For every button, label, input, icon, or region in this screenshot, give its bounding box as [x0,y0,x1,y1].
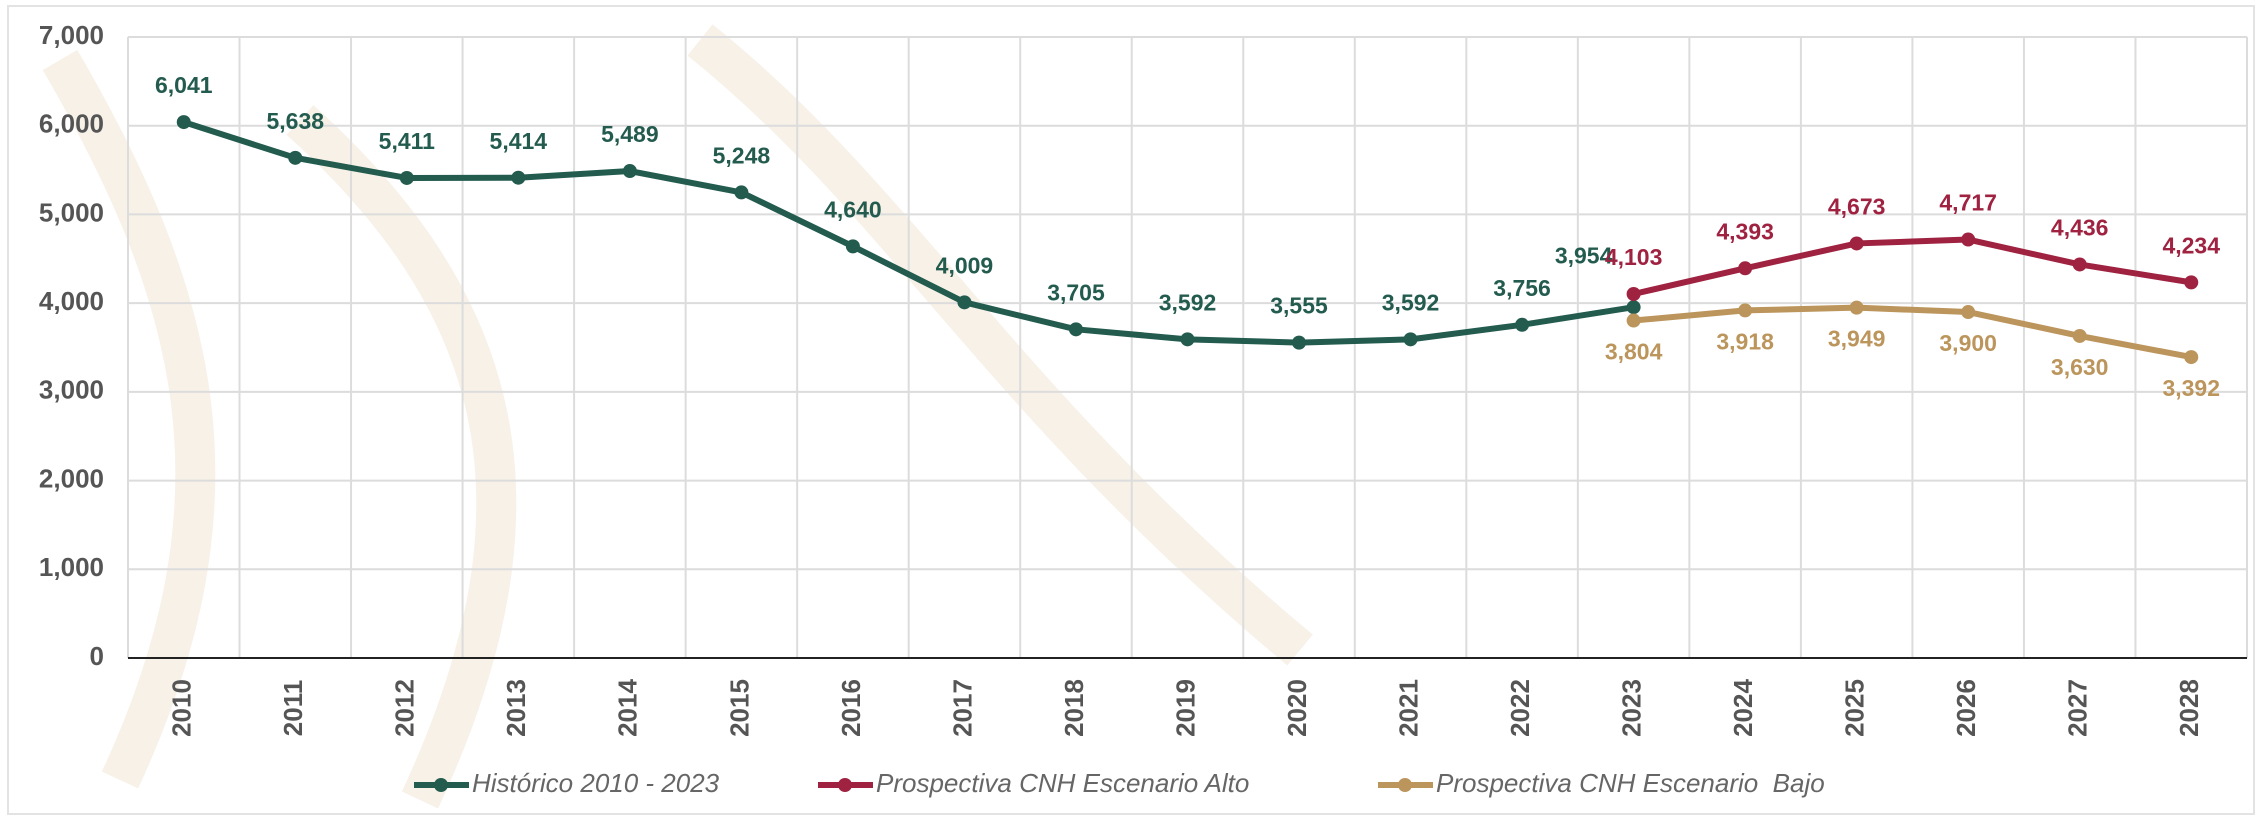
data-label: 3,630 [2051,354,2109,380]
x-tick-label: 2024 [1728,679,1758,737]
x-tick-label: 2014 [613,679,643,737]
data-point [1627,287,1641,301]
legend-marker [1398,778,1412,792]
data-label: 3,705 [1047,279,1105,305]
x-tick-label: 2027 [2063,679,2093,737]
x-tick-label: 2020 [1282,679,1312,737]
data-point [734,185,748,199]
data-label: 5,411 [379,128,435,154]
legend-label: Histórico 2010 - 2023 [472,768,720,798]
data-label: 3,804 [1605,339,1663,365]
data-label: 4,640 [824,196,882,222]
data-label: 3,949 [1828,326,1886,352]
y-tick-label: 7,000 [39,20,104,50]
data-point [1069,322,1083,336]
y-tick-label: 6,000 [39,109,104,139]
y-tick-label: 5,000 [39,197,104,227]
data-label: 4,009 [936,252,994,278]
legend-marker [434,778,448,792]
y-tick-label: 0 [90,641,104,671]
legend-marker [838,778,852,792]
data-point [623,164,637,178]
data-label: 6,041 [155,72,213,98]
data-point [1961,305,1975,319]
data-label: 4,436 [2051,215,2109,241]
y-tick-label: 3,000 [39,375,104,405]
data-point [846,239,860,253]
data-label: 5,489 [601,121,659,147]
data-label: 4,393 [1716,218,1774,244]
data-label: 5,414 [490,128,548,154]
data-label: 3,555 [1270,293,1328,319]
data-point [1738,261,1752,275]
data-point [1627,300,1641,314]
data-point [2184,350,2198,364]
data-point [288,151,302,165]
data-label: 3,592 [1159,289,1217,315]
x-tick-label: 2021 [1393,679,1423,737]
x-tick-label: 2011 [278,680,308,736]
x-tick-label: 2028 [2174,679,2204,737]
x-tick-label: 2018 [1059,679,1089,737]
y-tick-label: 1,000 [39,552,104,582]
x-tick-label: 2012 [390,679,420,737]
data-label: 3,900 [1939,330,1997,356]
data-point [1961,233,1975,247]
x-tick-label: 2025 [1840,679,1870,737]
data-label: 4,234 [2162,232,2220,258]
data-label: 3,918 [1716,328,1774,354]
data-label: 5,248 [713,143,771,169]
x-tick-label: 2010 [167,679,197,737]
data-point [1515,318,1529,332]
data-point [1627,314,1641,328]
y-tick-label: 4,000 [39,286,104,316]
data-label: 3,592 [1382,289,1440,315]
x-tick-label: 2013 [501,679,531,737]
data-point [177,115,191,129]
x-tick-label: 2022 [1505,679,1535,737]
data-point [1292,336,1306,350]
chart: 0 1,000 2,000 3,000 4,000 5,000 6,000 7,000 2010… [0,0,2262,820]
data-point [1850,236,1864,250]
x-tick-label: 2015 [724,679,754,737]
x-tick-label: 2026 [1951,679,1981,737]
x-tick-label: 2019 [1170,679,1200,737]
data-point [1181,332,1195,346]
data-point [957,295,971,309]
data-point [1850,301,1864,315]
data-point [2073,257,2087,271]
data-point [1404,332,1418,346]
data-label: 4,103 [1605,244,1663,270]
data-point [400,171,414,185]
x-tick-label: 2016 [836,679,866,737]
legend-label: Prospectiva CNH Escenario Bajo [1436,768,1825,798]
y-tick-label: 2,000 [39,463,104,493]
legend-label: Prospectiva CNH Escenario Alto [876,768,1249,798]
x-tick-label: 2023 [1616,679,1646,737]
x-tick-label: 2017 [947,679,977,737]
data-point [511,171,525,185]
data-point [2073,329,2087,343]
data-label: 3,392 [2162,375,2220,401]
data-label: 3,756 [1493,275,1551,301]
data-point [1738,303,1752,317]
data-label: 5,638 [267,108,325,134]
data-label: 4,673 [1828,194,1886,220]
data-point [2184,275,2198,289]
data-label: 4,717 [1939,190,1997,216]
